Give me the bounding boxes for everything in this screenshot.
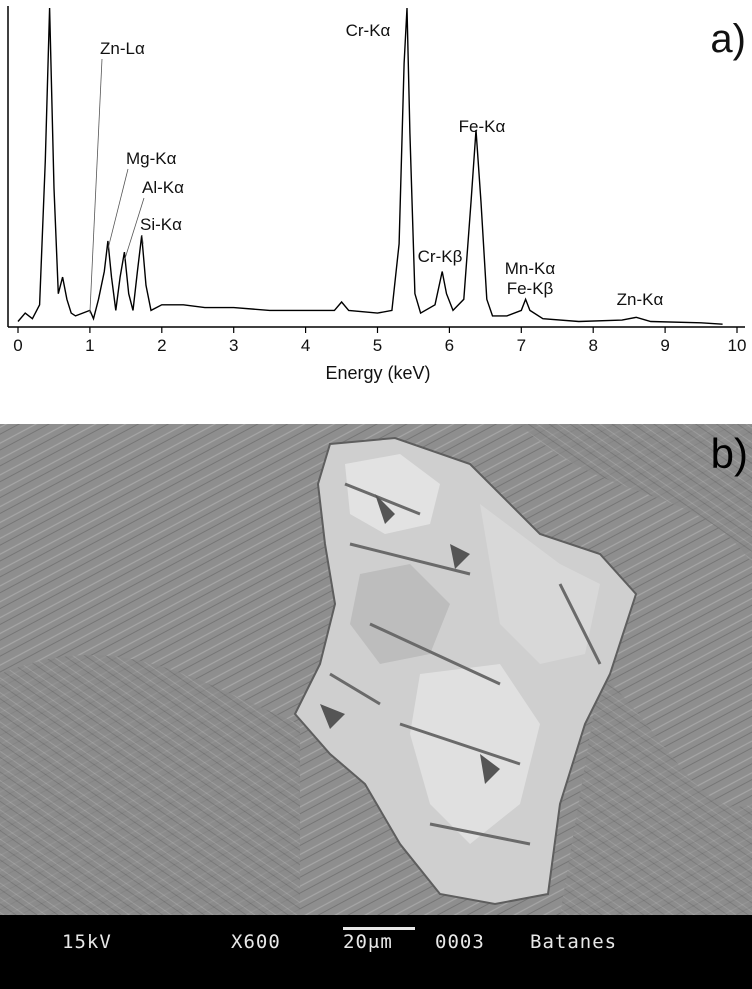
spectrum-line <box>17 7 723 325</box>
x-tick-label: 10 <box>728 336 747 355</box>
annotation-leader-line <box>89 58 103 314</box>
eds-spectrum-chart: 0 1 2 3 4 5 6 7 8 9 10 Zn-Lα Mg-Kα Al-Kα Si-Kα Cr-Kα Cr… <box>7 6 747 383</box>
annotation-leader-line <box>107 168 129 250</box>
sem-info-bar: 15kV X600 20μm 0003 Batanes <box>0 915 752 989</box>
sem-micrograph-panel: b) 15kV X600 20μm 0003 Batanes <box>0 424 752 989</box>
peak-annotation: Zn-Lα <box>100 39 145 58</box>
x-tick-label: 6 <box>445 336 454 355</box>
annotation-leader-line <box>124 197 145 261</box>
peak-annotation: Cr-Kα <box>346 21 391 40</box>
x-tick-label: 8 <box>588 336 597 355</box>
sem-scale-value: 20μm <box>343 931 393 953</box>
peak-annotation: Mg-Kα <box>126 149 177 168</box>
x-axis-title: Energy (keV) <box>325 363 430 383</box>
peak-annotation: Fe-Kβ <box>507 279 554 298</box>
peak-annotation: Al-Kα <box>142 178 184 197</box>
x-tick-label: 3 <box>229 336 238 355</box>
sem-frame-number: 0003 <box>435 931 485 953</box>
sem-scale-bar <box>343 927 415 930</box>
peak-annotation: Mn-Kα <box>505 259 556 278</box>
peak-annotation: Si-Kα <box>140 215 182 234</box>
peak-annotation: Zn-Kα <box>617 290 664 309</box>
x-tick-label: 7 <box>517 336 526 355</box>
sem-voltage: 15kV <box>62 931 112 953</box>
x-tick-label: 9 <box>660 336 669 355</box>
sem-magnification: X600 <box>231 931 281 953</box>
x-tick-label: 1 <box>85 336 94 355</box>
peak-annotation: Cr-Kβ <box>418 247 463 266</box>
eds-spectrum-panel: 0 1 2 3 4 5 6 7 8 9 10 Zn-Lα Mg-Kα Al-Kα Si-Kα Cr-Kα Cr… <box>0 0 752 388</box>
x-tick-label: 2 <box>157 336 166 355</box>
sem-sample-name: Batanes <box>530 931 618 953</box>
x-tick-label: 4 <box>301 336 310 355</box>
peak-annotation: Fe-Kα <box>459 117 506 136</box>
panel-label-b: b) <box>710 430 748 477</box>
panel-label-a: a) <box>710 17 746 61</box>
sem-micrograph-image <box>0 424 752 915</box>
annotation-leader-line <box>141 234 144 244</box>
x-tick-label: 0 <box>13 336 22 355</box>
x-tick-label: 5 <box>373 336 382 355</box>
